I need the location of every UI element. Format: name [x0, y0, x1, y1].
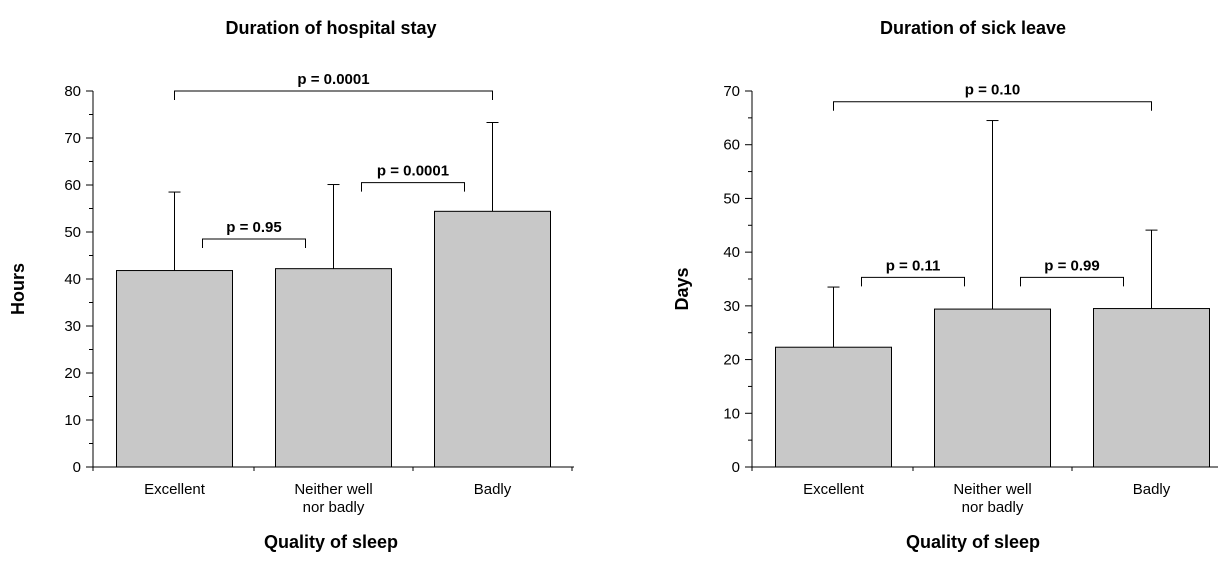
x-category-label: Badly	[474, 481, 512, 498]
sick-leave-chart: Duration of sick leave 0 10 20 30 40 50 60 70 Exc…	[672, 18, 1218, 552]
p-value-label: p = 0.99	[1044, 257, 1099, 274]
p-value-label: p = 0.10	[965, 82, 1020, 99]
chart-title: Duration of hospital stay	[225, 18, 436, 38]
y-tick-label: 20	[64, 365, 81, 382]
y-tick-label: 70	[64, 130, 81, 147]
x-axis-label: Quality of sleep	[906, 532, 1040, 552]
x-category-label: nor badly	[303, 499, 365, 516]
y-axis-label: Days	[672, 267, 692, 310]
significance-bracket	[861, 276, 965, 287]
bar	[116, 270, 233, 468]
y-tick-label: 40	[64, 271, 81, 288]
y-tick-label: 60	[64, 177, 81, 194]
bar	[934, 308, 1051, 468]
y-tick-label: 50	[723, 190, 740, 207]
hospital-stay-chart: Duration of hospital stay 0 10 20 30 40 50 60 70…	[8, 18, 574, 552]
y-tick-label: 10	[723, 405, 740, 422]
significance-bracket	[833, 101, 1152, 111]
y-tick-label: 80	[64, 83, 81, 100]
p-value-label: p = 0.95	[226, 219, 281, 236]
y-tick-label: 0	[73, 459, 81, 476]
chart-title: Duration of sick leave	[880, 18, 1066, 38]
significance-bracket	[1020, 276, 1124, 287]
significance-bracket	[361, 182, 465, 192]
x-category-label: Excellent	[144, 481, 206, 498]
y-tick-label: 60	[723, 137, 740, 154]
y-tick-label: 50	[64, 224, 81, 241]
x-category-label: nor badly	[962, 499, 1024, 516]
y-tick-label: 0	[732, 459, 740, 476]
y-tick-label: 70	[723, 83, 740, 100]
bar	[275, 268, 392, 468]
x-category-label: Neither well	[953, 481, 1031, 498]
y-axis-label: Hours	[8, 263, 28, 315]
y-tick-label: 20	[723, 352, 740, 369]
x-category-label: Neither well	[294, 481, 372, 498]
y-tick-label: 10	[64, 412, 81, 429]
significance-bracket	[202, 238, 306, 249]
x-category-label: Badly	[1133, 481, 1171, 498]
y-tick-label: 30	[723, 298, 740, 315]
y-tick-label: 40	[723, 244, 740, 261]
bar	[1093, 308, 1210, 468]
bar	[775, 346, 892, 468]
p-value-label: p = 0.0001	[377, 163, 449, 180]
p-value-label: p = 0.11	[886, 257, 941, 274]
x-axis-label: Quality of sleep	[264, 532, 398, 552]
y-tick-label: 30	[64, 318, 81, 335]
p-value-label: p = 0.0001	[297, 71, 369, 88]
significance-bracket	[174, 90, 493, 100]
x-category-label: Excellent	[803, 481, 865, 498]
bar	[434, 210, 551, 468]
